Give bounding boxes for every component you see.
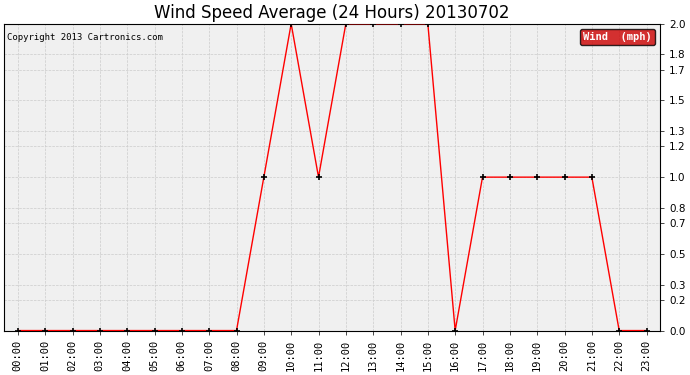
- Text: Copyright 2013 Cartronics.com: Copyright 2013 Cartronics.com: [8, 33, 164, 42]
- Legend: Wind  (mph): Wind (mph): [580, 29, 655, 45]
- Title: Wind Speed Average (24 Hours) 20130702: Wind Speed Average (24 Hours) 20130702: [155, 4, 510, 22]
